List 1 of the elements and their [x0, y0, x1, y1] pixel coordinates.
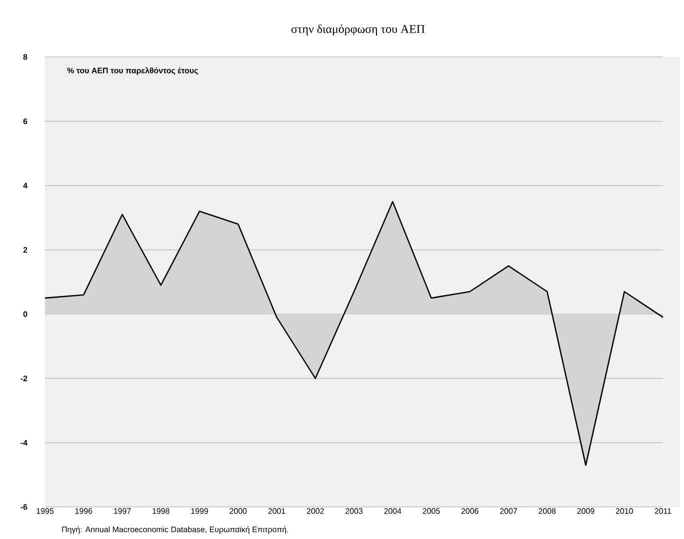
chart-title: στην διαμόρφωση του ΑΕΠ: [291, 24, 425, 36]
